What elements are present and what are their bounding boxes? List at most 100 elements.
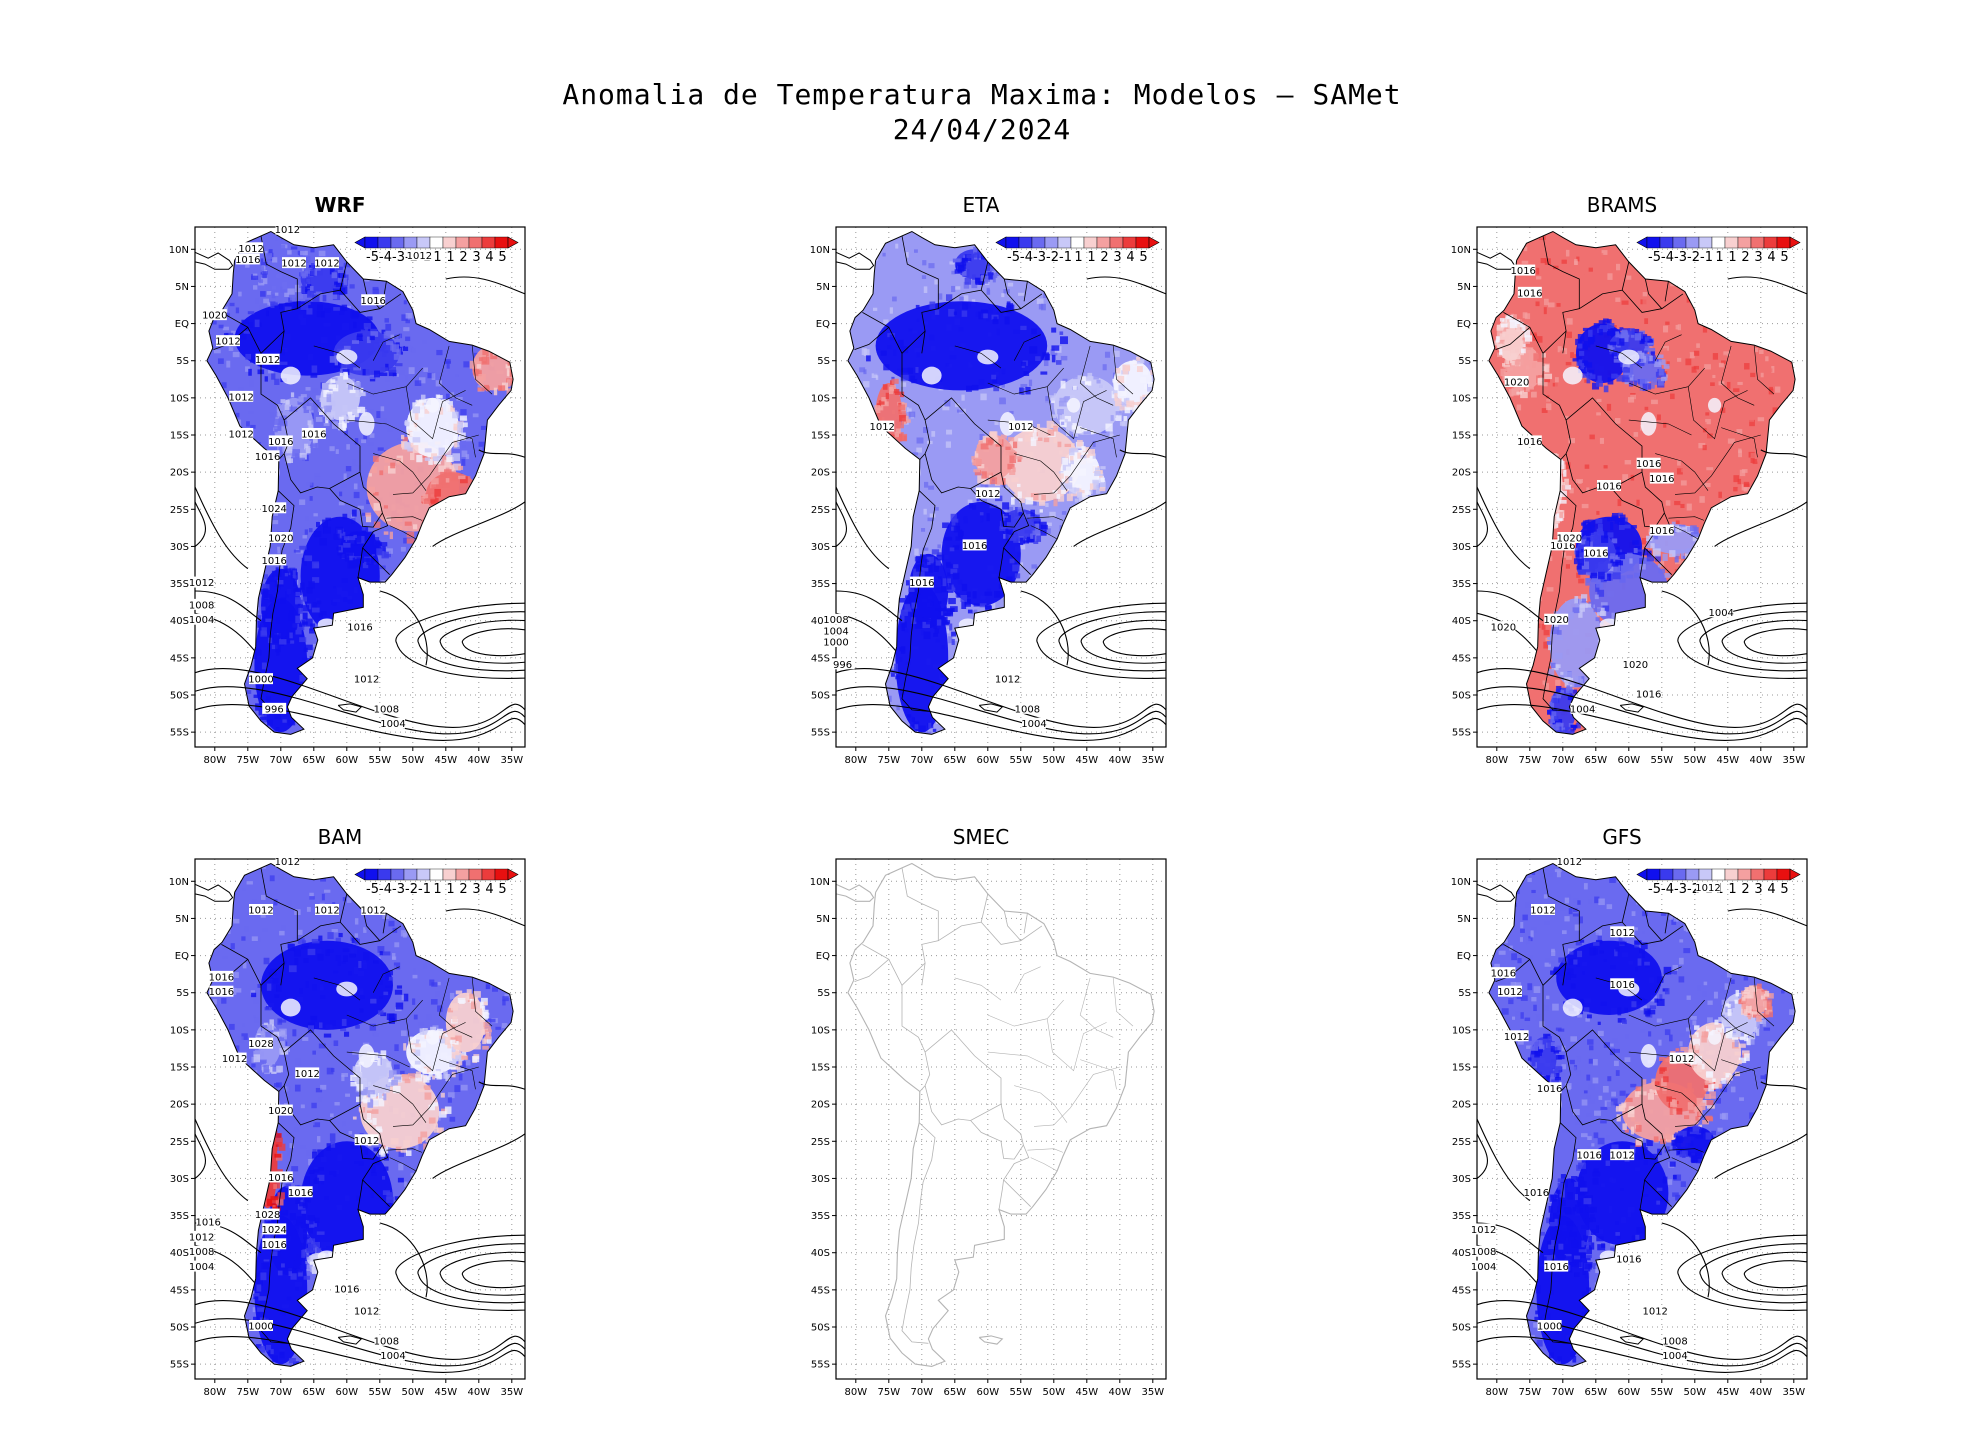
isobar-value: 1016 — [268, 1173, 293, 1184]
panel-title: BAM — [317, 825, 363, 849]
isobar-label: 1004 — [1662, 1349, 1688, 1362]
isobar-label: 1008 — [189, 598, 214, 611]
y-tick-label: 5N — [816, 914, 830, 925]
panel-title: SMEC — [952, 825, 1010, 849]
colorbar-label: 1 — [433, 250, 441, 265]
y-tick-label: 50S — [170, 1323, 189, 1334]
x-tick-label: 70W — [1551, 755, 1574, 766]
isobar-label: 1012 — [1695, 881, 1721, 894]
isobar-label: 1024 — [261, 502, 287, 515]
isobar-label: 1016 — [1636, 457, 1661, 470]
colorbar-label: 4 — [1126, 250, 1134, 265]
isobar-label: 1028 — [255, 1208, 280, 1221]
x-tick-label: 70W — [269, 1387, 292, 1398]
isobar-label: 1016 — [261, 554, 287, 567]
y-tick-label: 25S — [1452, 505, 1471, 516]
isobar-value: 1016 — [209, 972, 234, 983]
isobar-value: 1016 — [360, 296, 385, 307]
y-tick-label: 10N — [169, 245, 189, 256]
x-tick-label: 60W — [1617, 1387, 1640, 1398]
y-tick-label: 30S — [1452, 542, 1471, 553]
isobar-value: 1008 — [1015, 704, 1040, 715]
isobar-label: 1016 — [1510, 264, 1536, 277]
x-tick-label: 60W — [976, 1387, 999, 1398]
x-tick-label: 75W — [877, 755, 900, 766]
y-tick-label: 50S — [811, 691, 830, 702]
isobar-value: 1012 — [407, 251, 432, 262]
panel-gfs: GFS 10N 5N EQ 5S 10S 15S 20S 25S 30S 35S 40S 45S 50S… — [1342, 825, 1902, 1429]
colorbar-swatch — [403, 236, 418, 249]
isobar-value: 1012 — [189, 578, 214, 589]
isobar-label: 996 — [262, 702, 287, 715]
isobar-value: 1012 — [255, 355, 280, 366]
x-tick-label: 65W — [1584, 1387, 1607, 1398]
colorbar-label: 3 — [1754, 250, 1762, 265]
isobar-label: 1012 — [354, 1134, 379, 1147]
isobar-label: 1012 — [314, 904, 340, 917]
isobar-label: 1020 — [1623, 658, 1648, 671]
y-tick-label: 10S — [170, 1025, 189, 1036]
y-tick-label: 35S — [811, 1211, 830, 1222]
colorbar-label: -4 — [1661, 882, 1674, 897]
colorbar-arrow-right — [507, 868, 519, 881]
x-tick-label: 40W — [1108, 1387, 1131, 1398]
colorbar-swatch — [1672, 236, 1687, 249]
x-tick-label: 65W — [302, 1387, 325, 1398]
isobar-contours — [1477, 908, 1807, 1373]
x-tick-label: 50W — [401, 755, 424, 766]
y-tick-label: 35S — [170, 1211, 189, 1222]
y-tick-label: 5N — [1457, 282, 1471, 293]
isobar-label: 1012 — [869, 420, 895, 433]
y-tick-label: EQ — [816, 319, 830, 330]
x-tick-label: 50W — [401, 1387, 424, 1398]
isobar-value: 1012 — [281, 259, 306, 270]
isobar-label: 1016 — [1517, 435, 1543, 448]
isobar-label: 1004 — [1570, 702, 1595, 715]
y-tick-label: 45S — [1452, 1285, 1471, 1296]
map-frame — [1476, 226, 1808, 748]
isobar-value: 1012 — [189, 1232, 214, 1243]
isobar-label: 1016 — [209, 970, 234, 983]
isobar-label: 1012 — [314, 257, 340, 270]
y-tick-label: 30S — [1452, 1174, 1471, 1185]
isobar-value: 1000 — [823, 638, 848, 649]
isobar-value: 1016 — [1596, 482, 1621, 493]
isobar-value: 996 — [833, 660, 852, 671]
isobar-label: 1004 — [1021, 717, 1047, 730]
isobar-label: 1012 — [975, 487, 1001, 500]
colorbar-swatch — [442, 868, 457, 881]
y-tick-label: 25S — [811, 505, 830, 516]
x-tick-label: 75W — [1518, 755, 1541, 766]
isobar-label: 1012 — [281, 257, 307, 270]
colorbar-label: -2 — [1046, 250, 1059, 265]
isobar-label: 1016 — [1649, 524, 1675, 537]
isobar-label: 1016 — [1524, 1186, 1549, 1199]
y-tick-label: 40S — [170, 1248, 189, 1259]
isobar-value: 1012 — [869, 422, 894, 433]
isobar-label: 1008 — [1662, 1334, 1688, 1347]
x-tick-label: 80W — [1485, 755, 1508, 766]
isobar-value: 1016 — [1491, 969, 1516, 980]
isobar-value: 1012 — [248, 906, 273, 917]
colorbar-swatch — [364, 236, 379, 249]
colorbar-label: -2 — [405, 882, 418, 897]
isobar-label: 1000 — [1537, 1320, 1562, 1333]
colorbar-swatch — [416, 236, 431, 249]
colorbar-label: 1 — [1728, 250, 1736, 265]
isobar-value: 1016 — [1576, 1151, 1601, 1162]
colorbar-label: -3 — [392, 882, 405, 897]
isobar-value: 1012 — [995, 675, 1020, 686]
isobar-value: 1012 — [275, 225, 300, 236]
y-tick-label: 15S — [811, 1063, 830, 1074]
isobar-label: 1008 — [1471, 1245, 1496, 1258]
isobar-label: 1028 — [248, 1037, 274, 1050]
panel-title: BRAMS — [1586, 193, 1658, 217]
country-borders — [1495, 867, 1775, 1344]
colorbar-swatch — [1776, 236, 1791, 249]
colorbar-swatch — [481, 868, 496, 881]
y-tick-label: 20S — [1452, 468, 1471, 479]
isobar-label: 1016 — [268, 1171, 294, 1184]
isobar-value: 1016 — [261, 1240, 286, 1251]
isobar-value: 1012 — [222, 1054, 247, 1065]
panel-bam: BAM 10N 5N EQ 5S 10S 15S 20S 25S 30S 35S 40S 45S 50S… — [60, 825, 620, 1429]
